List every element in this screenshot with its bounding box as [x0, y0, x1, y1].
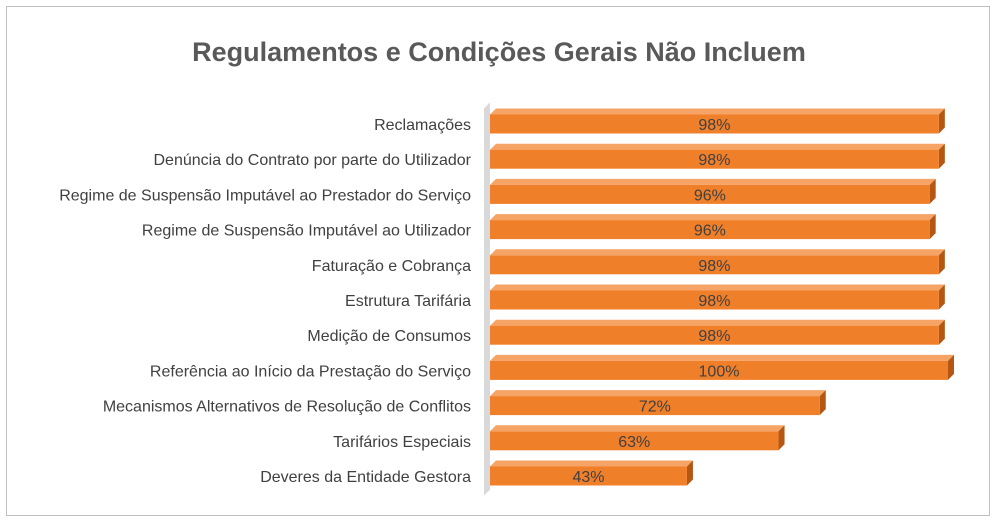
- bar-side-face: [938, 249, 945, 275]
- bar: [490, 290, 939, 310]
- category-label: Estrutura Tarifária: [345, 293, 471, 310]
- bar: [490, 360, 948, 380]
- bar: [490, 220, 930, 240]
- category-label: Regime de Suspensão Imputável ao Utiliza…: [142, 223, 472, 240]
- data-label: 43%: [572, 469, 604, 486]
- bar-top-face: [490, 178, 936, 185]
- bar-top-face: [490, 143, 945, 150]
- bar-side-face: [686, 460, 693, 486]
- category-label: Denúncia do Contrato por parte do Utiliz…: [153, 152, 471, 169]
- bar-top-face: [490, 284, 945, 291]
- bar-top-face: [490, 390, 826, 397]
- bar-side-face: [929, 214, 936, 240]
- bar-top-face: [490, 249, 945, 256]
- category-label: Deveres da Entidade Gestora: [260, 469, 471, 486]
- bar-side-face: [938, 284, 945, 310]
- bar-side-face: [938, 143, 945, 169]
- bar-side-face: [948, 354, 954, 380]
- bar-side-face: [938, 319, 945, 345]
- data-label: 98%: [698, 293, 730, 310]
- data-label: 96%: [694, 187, 726, 204]
- data-label: 98%: [698, 117, 730, 134]
- bar-top-face: [490, 108, 945, 115]
- bar-top-face: [490, 460, 693, 467]
- bar-top-face: [490, 319, 945, 326]
- data-label: 98%: [698, 328, 730, 345]
- bar-top-face: [490, 354, 954, 361]
- bar: [490, 149, 939, 169]
- axis-wall: [484, 102, 490, 496]
- bar-side-face: [938, 108, 945, 134]
- bar: [490, 184, 930, 204]
- data-label: 96%: [694, 223, 726, 240]
- bar: [490, 396, 820, 416]
- bar-side-face: [929, 178, 936, 204]
- data-label: 98%: [698, 152, 730, 169]
- category-label: Referência ao Início da Prestação do Ser…: [150, 363, 471, 380]
- bar-side-face: [819, 390, 826, 416]
- category-label: Faturação e Cobrança: [312, 258, 471, 275]
- bar: [490, 255, 939, 275]
- bar-top-face: [490, 425, 785, 432]
- bar: [490, 466, 687, 486]
- bar-top-face: [490, 214, 936, 221]
- bar: [490, 114, 939, 134]
- category-label: Mecanismos Alternativos de Resolução de …: [103, 399, 471, 416]
- category-label: Regime de Suspensão Imputável ao Prestad…: [59, 187, 471, 204]
- category-label: Reclamações: [374, 117, 471, 134]
- category-label: Medição de Consumos: [307, 328, 471, 345]
- bar: [490, 431, 779, 451]
- data-label: 100%: [699, 363, 740, 380]
- category-label: Tarifários Especiais: [333, 434, 471, 451]
- data-label: 72%: [639, 399, 671, 416]
- data-label: 98%: [698, 258, 730, 275]
- bar-side-face: [778, 425, 785, 451]
- chart-title: Regulamentos e Condições Gerais Não Incl…: [192, 37, 806, 67]
- bar: [490, 325, 939, 345]
- data-label: 63%: [618, 434, 650, 451]
